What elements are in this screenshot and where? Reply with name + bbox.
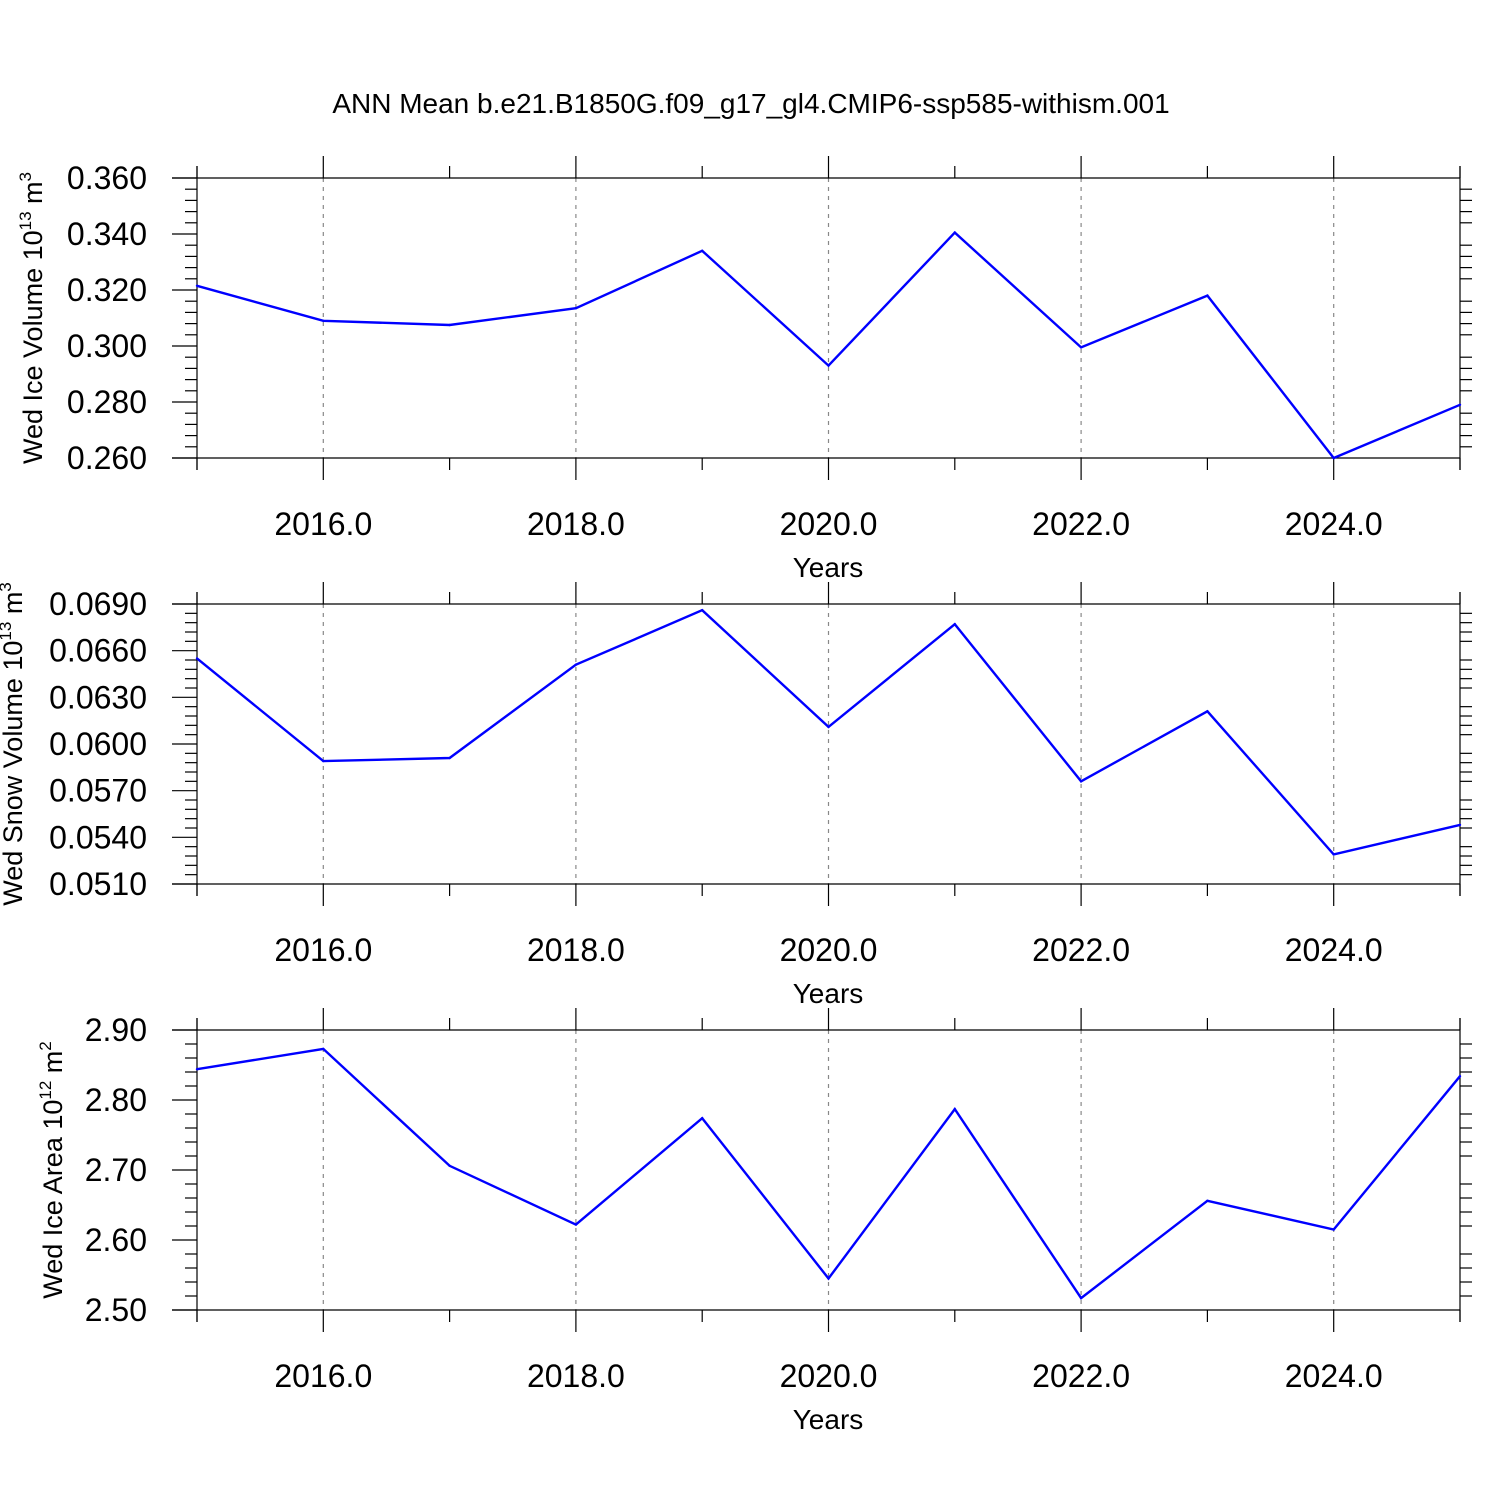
data-point [701,249,704,252]
x-tick-label: 2022.0 [1032,932,1130,968]
data-point [827,1277,830,1280]
y-tick-label: 0.360 [67,160,147,196]
x-tick-label: 2018.0 [527,1358,625,1394]
panel-ice-volume: 2016.0 2018.0 2020.0 2022.0 2024.0 Years 0.260… [16,156,1472,583]
x-tick-label: 2024.0 [1285,1358,1383,1394]
data-point [701,609,704,612]
x-tick-label: 2022.0 [1032,506,1130,542]
data-point [953,1107,956,1111]
y-tick-label: 2.90 [85,1012,147,1048]
x-tick-label: 2016.0 [274,506,372,542]
y-tick-label: 0.0630 [49,679,147,715]
x-axis-label: Years [793,552,864,583]
data-point [574,1223,578,1226]
data-point [195,284,199,287]
data-point [1332,456,1335,460]
data-point [448,323,451,327]
x-tick-label: 2024.0 [1285,506,1383,542]
data-point [827,364,830,367]
data-point [448,756,451,760]
y-tick-label: 0.260 [67,440,147,476]
data-point [1458,403,1462,406]
x-tick-label: 2016.0 [274,1358,372,1394]
x-axis-label: Years [793,978,864,1009]
data-point [195,657,199,660]
x-axis-label: Years [793,1404,864,1435]
data-point [1079,1296,1083,1300]
y-tick-label: 0.0660 [49,633,147,669]
data-point [1458,823,1462,827]
data-point [322,1047,325,1051]
x-tick-label: 2024.0 [1285,932,1383,968]
y-tick-label: 0.0690 [49,586,147,622]
data-point [1332,853,1335,856]
y-tick-label: 0.0600 [49,726,147,762]
data-point [1079,346,1083,349]
data-point [1458,1075,1462,1078]
data-point [448,1164,451,1168]
data-point [195,1068,199,1071]
data-point [574,307,578,310]
data-point [1332,1228,1335,1231]
x-tick-label: 2022.0 [1032,1358,1130,1394]
x-tick-label: 2016.0 [274,932,372,968]
y-tick-label: 0.280 [67,384,147,420]
x-tick-label: 2020.0 [780,1358,878,1394]
data-point [1206,294,1209,297]
y-tick-label: 0.320 [67,272,147,308]
y-tick-label: 0.0540 [49,819,147,855]
y-tick-label: 0.0570 [49,773,147,809]
data-point [953,623,956,626]
y-axis-label: Wed Ice Volume 1013 m3 [16,172,48,464]
x-tick-label: 2018.0 [527,932,625,968]
data-point [1206,1199,1209,1203]
data-point [953,231,956,234]
data-point [827,725,830,729]
data-point [1079,780,1083,783]
y-tick-label: 2.80 [85,1082,147,1118]
data-point [701,1117,704,1120]
panel-ice-area: 2016.0 2018.0 2020.0 2022.0 2024.0 Years 2.50 2… [36,1008,1472,1435]
y-tick-label: 0.300 [67,328,147,364]
y-axis-label: Wed Snow Volume 1013 m3 [0,582,28,906]
y-tick-label: 2.70 [85,1152,147,1188]
data-point [322,759,325,763]
y-tick-label: 0.0510 [49,866,147,902]
y-tick-label: 2.50 [85,1292,147,1328]
x-tick-label: 2020.0 [780,506,878,542]
figure-title: ANN Mean b.e21.B1850G.f09_g17_gl4.CMIP6-… [332,88,1169,119]
data-point [574,663,578,666]
y-tick-label: 2.60 [85,1222,147,1258]
x-tick-label: 2018.0 [527,506,625,542]
y-axis-label: Wed Ice Area 1012 m2 [36,1041,68,1299]
panel-snow-volume: 2016.0 2018.0 2020.0 2022.0 2024.0 Years 0.051… [0,582,1472,1009]
data-point [1206,710,1209,713]
y-tick-label: 0.340 [67,216,147,252]
x-tick-label: 2020.0 [780,932,878,968]
data-point [322,319,325,322]
